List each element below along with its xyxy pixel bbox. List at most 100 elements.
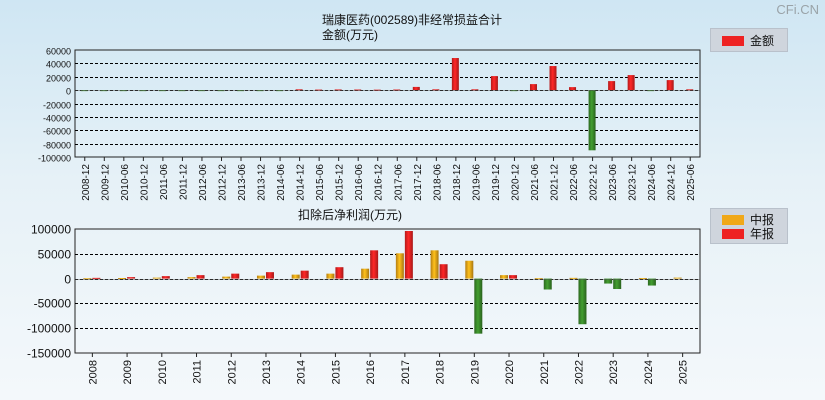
bar-中报-2016 — [361, 268, 370, 279]
y-tick-label: 60000 — [46, 47, 71, 57]
watermark: CFi.CN — [776, 2, 819, 17]
x-tick-label: 2013-06 — [237, 164, 248, 201]
y-tick-label: 100000 — [31, 223, 71, 237]
bar-金额-2018-12 — [451, 58, 459, 91]
x-tick-label: 2021 — [539, 360, 551, 384]
bar-金额-2022-06 — [569, 87, 577, 91]
bar-金额-2017-12 — [412, 86, 420, 91]
bar-年报-2017 — [404, 230, 413, 279]
x-tick-label: 2024-06 — [647, 164, 658, 201]
bar-金额-2018-06 — [432, 89, 440, 91]
legend-swatch-interim — [722, 215, 744, 225]
y-tick-label: -60000 — [43, 127, 71, 137]
bar-金额-2016-06 — [354, 89, 362, 91]
bar-年报-2023 — [613, 278, 622, 290]
bar-金额-2024-12 — [666, 80, 674, 91]
x-tick-label: 2023-12 — [628, 164, 639, 201]
chart1-legend-item: 金额 — [722, 32, 774, 49]
x-tick-label: 2020-12 — [510, 164, 521, 201]
x-tick-label: 2020 — [504, 360, 516, 384]
x-tick-label: 2022 — [573, 360, 585, 384]
bar-年报-2022 — [578, 278, 587, 325]
bar-金额-2021-12 — [549, 66, 557, 91]
bar-年报-2016 — [370, 250, 379, 279]
bar-金额-2023-12 — [627, 75, 635, 91]
legend-label-amount: 金额 — [750, 34, 775, 48]
bar-中报-2021 — [534, 278, 543, 280]
bar-中报-2013 — [256, 275, 265, 279]
bar-年报-2024 — [647, 278, 656, 286]
bar-中报-2019 — [465, 260, 474, 279]
x-tick-label: 2022-06 — [569, 164, 580, 201]
x-tick-label: 2015 — [330, 360, 342, 384]
x-tick-label: 2016-06 — [354, 164, 365, 201]
y-tick-label: -20000 — [43, 101, 71, 111]
x-tick-label: 2008-12 — [81, 164, 92, 201]
x-tick-label: 2016-12 — [374, 164, 385, 201]
x-tick-label: 2010-12 — [139, 164, 150, 201]
x-tick-label: 2017 — [400, 360, 412, 384]
x-tick-label: 2016 — [365, 360, 377, 384]
y-tick-label: 0 — [66, 87, 71, 97]
x-tick-label: 2014 — [296, 360, 308, 384]
x-tick-label: 2017-06 — [393, 164, 404, 201]
x-tick-label: 2021-12 — [550, 164, 561, 201]
bar-金额-2025-06 — [686, 89, 694, 91]
y-tick-label: -150000 — [27, 347, 71, 361]
legend-label-annual: 年报 — [750, 227, 775, 241]
bar-年报-2021 — [543, 278, 552, 290]
y-tick-label: 50000 — [38, 248, 72, 262]
x-tick-label: 2014-12 — [296, 164, 307, 201]
bar-金额-2016-12 — [373, 89, 381, 91]
legend-label-interim: 中报 — [750, 213, 775, 227]
x-tick-label: 2015-12 — [335, 164, 346, 201]
x-tick-label: 2011-06 — [159, 164, 170, 200]
chart2-title: 扣除后净利润(万元) — [298, 208, 402, 222]
x-tick-label: 2025-06 — [686, 164, 697, 201]
x-tick-label: 2012-06 — [198, 164, 209, 201]
y-tick-label: -100000 — [38, 154, 71, 164]
y-tick-label: 0 — [64, 273, 71, 287]
bar-年报-2014 — [300, 270, 309, 279]
x-tick-label: 2019-06 — [471, 164, 482, 201]
bar-年报-2010 — [161, 276, 170, 279]
bar-中报-2008 — [83, 278, 92, 280]
chart2-legend-item-interim: 中报 — [722, 211, 774, 228]
bar-金额-2014-12 — [295, 89, 303, 91]
plot-frame — [74, 49, 701, 158]
x-tick-label: 2019 — [469, 360, 481, 384]
bar-年报-2009 — [127, 277, 136, 279]
chart-nonrecurring-gains: 60000 40000 20000 0 -20000 -40000 -60000 -80000… — [38, 47, 701, 201]
legend-swatch-annual — [722, 229, 744, 239]
x-tick-label: 2013-12 — [257, 164, 268, 201]
x-tick-label: 2009-12 — [100, 164, 111, 201]
x-tick-label: 2012 — [226, 360, 238, 384]
bar-年报-2019 — [474, 278, 483, 334]
bar-中报-2011 — [187, 277, 196, 279]
x-tick-label: 2010 — [157, 360, 169, 384]
chart1-ylabel: 金额(万元) — [322, 28, 378, 42]
bar-年报-2012 — [231, 273, 240, 279]
x-tick-label: 2013 — [261, 360, 273, 384]
bar-中报-2024 — [638, 278, 647, 280]
x-tick-label: 2017-12 — [413, 164, 424, 201]
bar-年报-2018 — [439, 264, 448, 279]
bar-年报-2015 — [335, 267, 344, 279]
bar-金额-2015-06 — [315, 89, 323, 91]
y-tick-label: 40000 — [46, 60, 71, 70]
chart-net-profit-after-deduction: 100000 50000 0 -50000 -100000 -150000 2008 2009… — [27, 223, 701, 384]
bar-中报-2014 — [291, 274, 300, 279]
bar-中报-2009 — [118, 278, 127, 280]
plot-frame — [74, 228, 701, 354]
x-tick-label: 2025 — [678, 360, 690, 384]
x-tick-label: 2023-06 — [608, 164, 619, 201]
bar-中报-2012 — [222, 276, 231, 279]
x-tick-label: 2014-06 — [276, 164, 287, 201]
bar-金额-2019-12 — [490, 76, 498, 91]
bar-年报-2013 — [265, 272, 274, 279]
y-tick-label: -40000 — [43, 114, 71, 124]
bar-金额-2015-12 — [334, 89, 342, 91]
bar-中报-2017 — [395, 253, 404, 279]
x-tick-label: 2018 — [435, 360, 447, 384]
x-tick-label: 2018-12 — [452, 164, 463, 201]
